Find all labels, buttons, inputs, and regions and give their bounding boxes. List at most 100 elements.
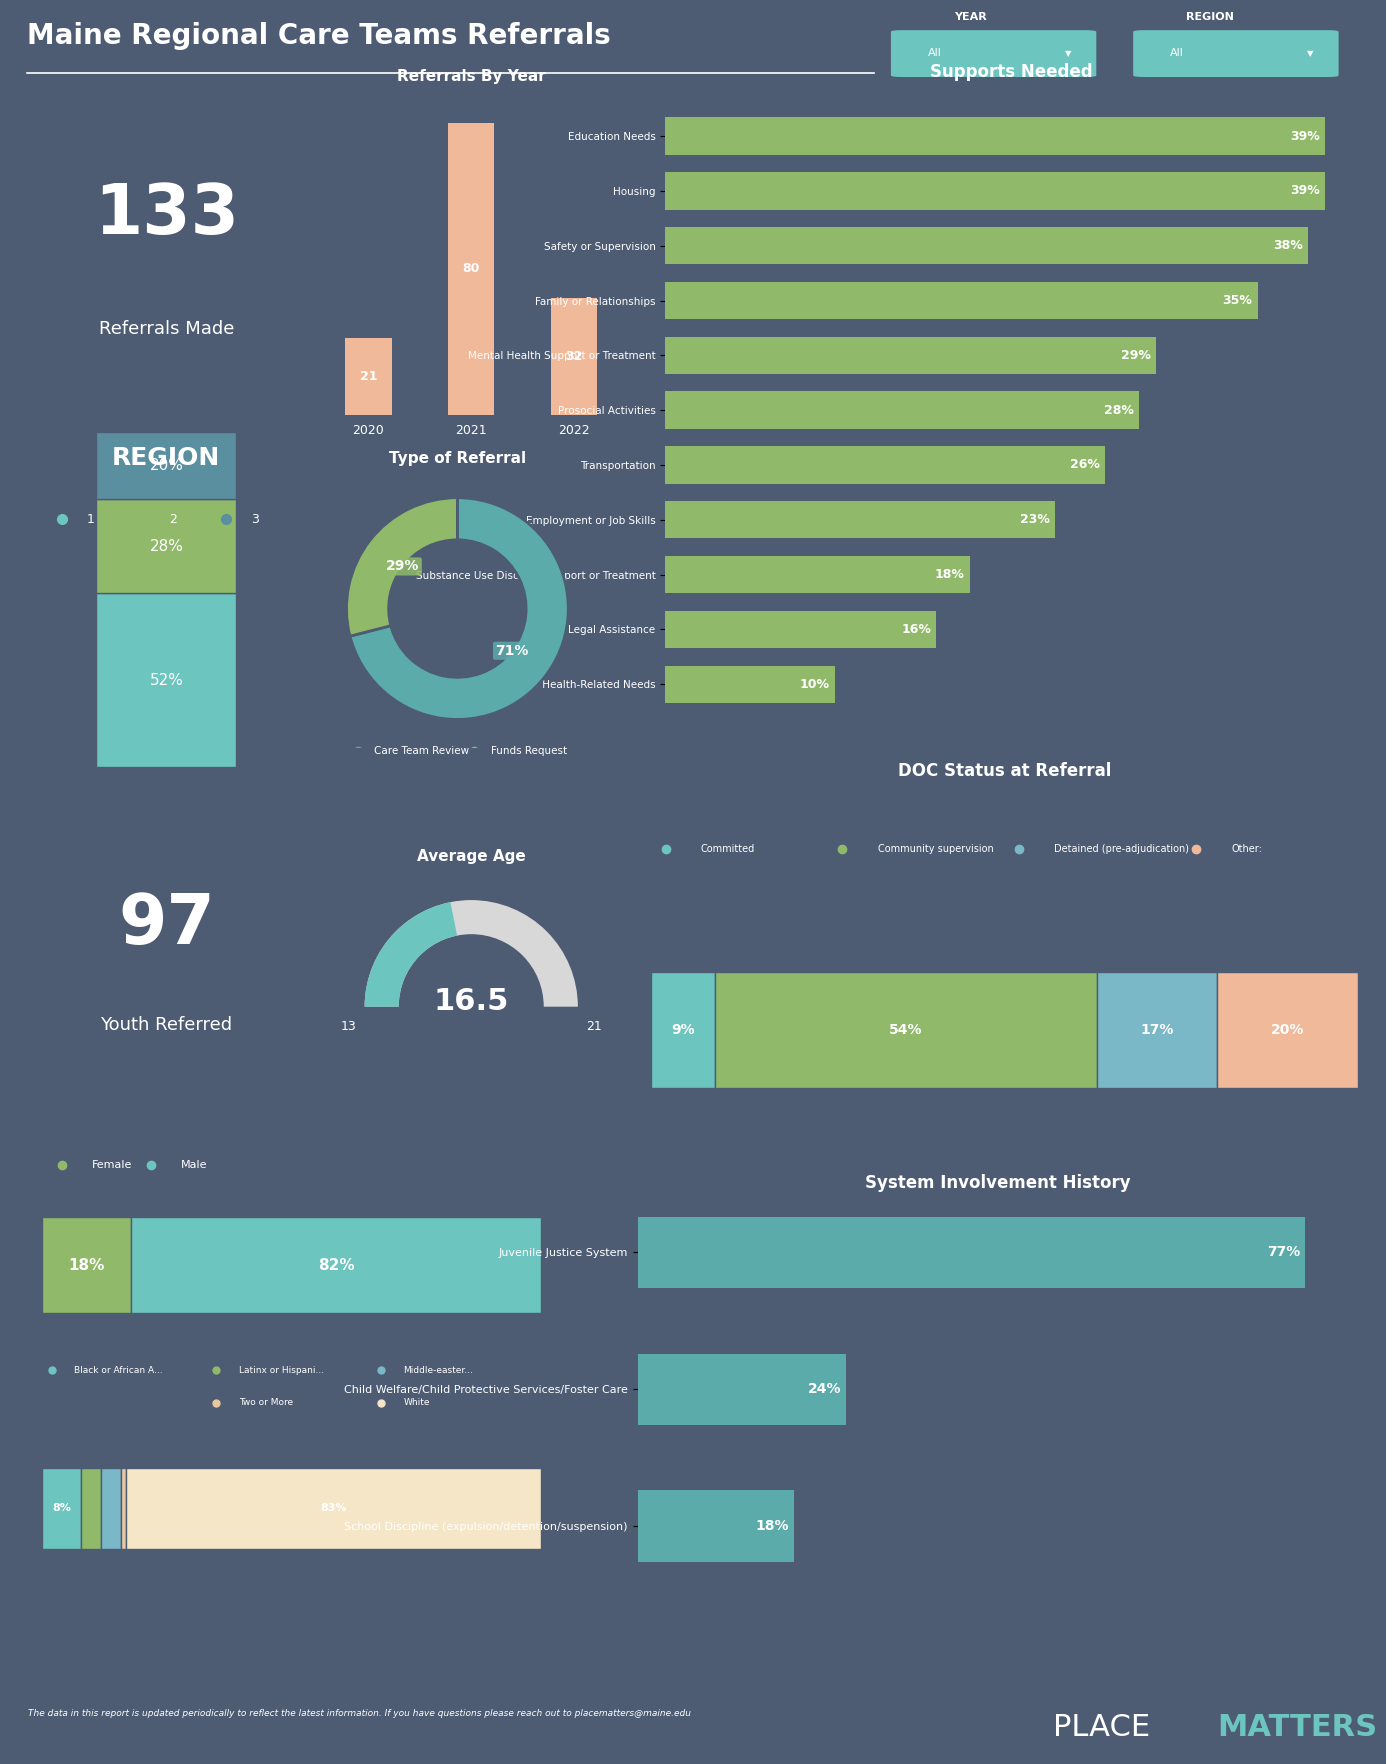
FancyBboxPatch shape [891, 30, 1096, 78]
Bar [665, 173, 1325, 210]
Text: 28%: 28% [1105, 404, 1134, 416]
Bar [665, 610, 936, 647]
Wedge shape [365, 900, 578, 1007]
FancyBboxPatch shape [97, 593, 236, 767]
Text: 97: 97 [118, 891, 215, 958]
Text: 16%: 16% [901, 623, 931, 635]
FancyBboxPatch shape [42, 1468, 82, 1549]
Text: REGION: REGION [112, 446, 220, 469]
Title: System Involvement History: System Involvement History [865, 1175, 1131, 1192]
Text: Middle-easter...: Middle-easter... [403, 1365, 473, 1374]
Text: 38%: 38% [1274, 240, 1303, 252]
Text: ▼: ▼ [1064, 49, 1071, 58]
Text: 9%: 9% [671, 1023, 694, 1037]
Text: Two or More: Two or More [238, 1399, 292, 1408]
Text: 80: 80 [463, 263, 480, 275]
Text: 32: 32 [565, 349, 582, 363]
Text: Latinx or Hispani...: Latinx or Hispani... [238, 1365, 324, 1374]
Text: 52%: 52% [150, 672, 183, 688]
Text: Committed: Committed [701, 845, 755, 854]
Bar [448, 123, 495, 415]
Bar [345, 339, 391, 415]
Text: Youth Referred: Youth Referred [100, 1016, 233, 1034]
Text: 8%: 8% [53, 1503, 71, 1514]
Text: 1: 1 [86, 513, 94, 526]
Bar [665, 282, 1257, 319]
Bar [665, 665, 834, 702]
Title: Average Age: Average Age [417, 848, 525, 864]
Text: 16.5: 16.5 [434, 986, 509, 1016]
FancyBboxPatch shape [126, 1468, 541, 1549]
Bar [665, 556, 970, 593]
Text: MATTERS: MATTERS [1217, 1713, 1378, 1741]
Title: DOC Status at Referral: DOC Status at Referral [898, 762, 1112, 780]
Text: 77%: 77% [1267, 1245, 1300, 1259]
Text: Male: Male [182, 1161, 208, 1170]
FancyBboxPatch shape [97, 499, 236, 593]
FancyBboxPatch shape [1096, 972, 1217, 1088]
FancyBboxPatch shape [97, 432, 236, 499]
Text: ▼: ▼ [1307, 49, 1314, 58]
Text: 3: 3 [251, 513, 259, 526]
Text: Female: Female [91, 1161, 132, 1170]
Text: 18%: 18% [755, 1519, 789, 1533]
Text: 83%: 83% [320, 1503, 346, 1514]
Text: Funds Request: Funds Request [491, 746, 567, 755]
FancyBboxPatch shape [101, 1468, 122, 1549]
Text: 29%: 29% [1121, 349, 1150, 362]
Bar [638, 1353, 845, 1425]
Text: Care Team Review: Care Team Review [374, 746, 470, 755]
Text: 18%: 18% [68, 1258, 105, 1272]
Bar [665, 446, 1105, 483]
Text: 39%: 39% [1290, 185, 1321, 198]
Text: 24%: 24% [808, 1383, 841, 1395]
FancyBboxPatch shape [1134, 30, 1339, 78]
Text: 20%: 20% [150, 459, 183, 473]
Text: 23%: 23% [1020, 513, 1049, 526]
Text: 21: 21 [359, 370, 377, 383]
Text: White: White [403, 1399, 430, 1408]
Bar [665, 392, 1139, 429]
Wedge shape [365, 901, 457, 1007]
Text: 18%: 18% [936, 568, 965, 580]
Text: 21: 21 [586, 1020, 602, 1034]
Bar [638, 1217, 1304, 1288]
Text: 35%: 35% [1222, 295, 1253, 307]
Text: 54%: 54% [890, 1023, 923, 1037]
Text: Referrals Made: Referrals Made [98, 319, 234, 337]
FancyBboxPatch shape [82, 1468, 101, 1549]
Title: Supports Needed: Supports Needed [930, 64, 1094, 81]
Bar [665, 337, 1156, 374]
FancyBboxPatch shape [132, 1217, 541, 1312]
Text: 13: 13 [341, 1020, 356, 1034]
Bar [665, 118, 1325, 155]
Text: 82%: 82% [317, 1258, 355, 1272]
Text: Community supervision: Community supervision [877, 845, 994, 854]
Text: 26%: 26% [1070, 459, 1100, 471]
Text: 39%: 39% [1290, 129, 1321, 143]
Text: 133: 133 [94, 182, 238, 247]
Text: Maine Regional Care Teams Referrals: Maine Regional Care Teams Referrals [26, 23, 611, 49]
Wedge shape [351, 497, 568, 720]
Text: Other:: Other: [1231, 845, 1261, 854]
FancyBboxPatch shape [715, 972, 1096, 1088]
Text: 28%: 28% [150, 538, 183, 554]
Text: All: All [1170, 48, 1184, 58]
FancyBboxPatch shape [651, 972, 715, 1088]
Bar [665, 501, 1055, 538]
Text: Detained (pre-adjudication): Detained (pre-adjudication) [1055, 845, 1189, 854]
Text: 20%: 20% [1271, 1023, 1304, 1037]
Text: 29%: 29% [387, 559, 420, 573]
Text: 10%: 10% [800, 677, 829, 691]
Text: 71%: 71% [495, 644, 528, 658]
Text: REGION: REGION [1186, 12, 1234, 21]
FancyBboxPatch shape [122, 1468, 126, 1549]
FancyBboxPatch shape [1217, 972, 1358, 1088]
Bar [665, 228, 1308, 265]
Title: Referrals By Year: Referrals By Year [396, 69, 546, 85]
Text: PLACE: PLACE [1053, 1713, 1150, 1741]
Text: The data in this report is updated periodically to reflect the latest informatio: The data in this report is updated perio… [28, 1709, 690, 1718]
Text: YEAR: YEAR [954, 12, 987, 21]
Bar [638, 1491, 794, 1561]
Title: Type of Referral: Type of Referral [389, 452, 525, 466]
